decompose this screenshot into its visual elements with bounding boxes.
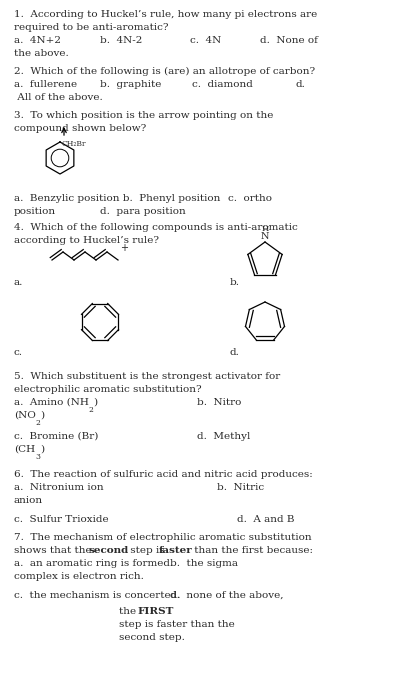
- Text: c.  Sulfur Trioxide: c. Sulfur Trioxide: [14, 515, 109, 524]
- Text: d.  A and B: d. A and B: [237, 515, 294, 524]
- Text: c.: c.: [14, 348, 23, 357]
- Text: second: second: [89, 546, 129, 555]
- Text: compound shown below?: compound shown below?: [14, 124, 146, 133]
- Text: shows that the: shows that the: [14, 546, 95, 555]
- Text: c.  4N: c. 4N: [190, 36, 221, 45]
- Text: a.  4N+2: a. 4N+2: [14, 36, 61, 45]
- Text: d.: d.: [230, 348, 240, 357]
- Text: step is: step is: [127, 546, 168, 555]
- Text: according to Huckel’s rule?: according to Huckel’s rule?: [14, 236, 159, 245]
- Text: electrophilic aromatic substitution?: electrophilic aromatic substitution?: [14, 385, 202, 394]
- Text: d.  Methyl: d. Methyl: [197, 432, 250, 441]
- Text: 2: 2: [35, 419, 40, 427]
- Text: ): ): [40, 445, 44, 454]
- Text: d.  para position: d. para position: [100, 207, 186, 216]
- Text: ): ): [93, 398, 97, 407]
- Text: (CH: (CH: [14, 445, 35, 454]
- Text: 1.  According to Huckel’s rule, how many pi electrons are: 1. According to Huckel’s rule, how many …: [14, 10, 317, 19]
- Text: than the first because:: than the first because:: [191, 546, 313, 555]
- Text: step is faster than the: step is faster than the: [119, 620, 235, 629]
- Text: 4.  Which of the following compounds is anti-aromatic: 4. Which of the following compounds is a…: [14, 223, 298, 232]
- Text: 7.  The mechanism of electrophilic aromatic substitution: 7. The mechanism of electrophilic aromat…: [14, 533, 312, 542]
- Text: b.  Nitro: b. Nitro: [197, 398, 242, 407]
- Text: the: the: [119, 607, 139, 616]
- Text: 6.  The reaction of sulfuric acid and nitric acid produces:: 6. The reaction of sulfuric acid and nit…: [14, 470, 313, 479]
- Text: CH₂Br: CH₂Br: [62, 140, 87, 148]
- Text: required to be anti-aromatic?: required to be anti-aromatic?: [14, 23, 169, 32]
- Text: 3: 3: [35, 453, 40, 461]
- Text: the above.: the above.: [14, 49, 69, 58]
- Text: complex is electron rich.: complex is electron rich.: [14, 572, 144, 581]
- Text: b.  4N-2: b. 4N-2: [100, 36, 142, 45]
- Text: b.  the sigma: b. the sigma: [170, 559, 238, 568]
- Text: anion: anion: [14, 496, 43, 505]
- Text: All of the above.: All of the above.: [14, 93, 103, 102]
- Text: a.  Benzylic position b.  Phenyl position: a. Benzylic position b. Phenyl position: [14, 194, 220, 203]
- Text: d.  None of: d. None of: [260, 36, 318, 45]
- Text: a.  an aromatic ring is formed.: a. an aromatic ring is formed.: [14, 559, 173, 568]
- Text: d.: d.: [296, 80, 306, 89]
- Text: (NO: (NO: [14, 411, 36, 420]
- Text: ): ): [40, 411, 44, 420]
- Text: d.  none of the above,: d. none of the above,: [170, 591, 284, 600]
- Text: 2.  Which of the following is (are) an allotrope of carbon?: 2. Which of the following is (are) an al…: [14, 67, 315, 76]
- Text: b.: b.: [230, 278, 240, 287]
- Text: c.  Bromine (Br): c. Bromine (Br): [14, 432, 98, 441]
- Text: c.  ortho: c. ortho: [228, 194, 272, 203]
- Text: 2: 2: [88, 406, 93, 414]
- Text: +: +: [120, 243, 128, 253]
- Text: 3.  To which position is the arrow pointing on the: 3. To which position is the arrow pointi…: [14, 111, 273, 120]
- Text: a.  Amino (NH: a. Amino (NH: [14, 398, 89, 407]
- Text: a.  Nitronium ion: a. Nitronium ion: [14, 483, 104, 492]
- Text: b.  graphite: b. graphite: [100, 80, 162, 89]
- Text: a.  fullerene: a. fullerene: [14, 80, 77, 89]
- Text: second step.: second step.: [119, 633, 185, 642]
- Text: a.: a.: [14, 278, 23, 287]
- Text: H: H: [261, 225, 269, 233]
- Text: faster: faster: [159, 546, 193, 555]
- Text: c.  the mechanism is concerted.: c. the mechanism is concerted.: [14, 591, 180, 600]
- Text: position: position: [14, 207, 56, 216]
- Text: b.  Nitric: b. Nitric: [217, 483, 264, 492]
- Text: 5.  Which substituent is the strongest activator for: 5. Which substituent is the strongest ac…: [14, 372, 280, 381]
- Text: N: N: [261, 232, 269, 241]
- Text: c.  diamond: c. diamond: [192, 80, 253, 89]
- Text: FIRST: FIRST: [137, 607, 173, 616]
